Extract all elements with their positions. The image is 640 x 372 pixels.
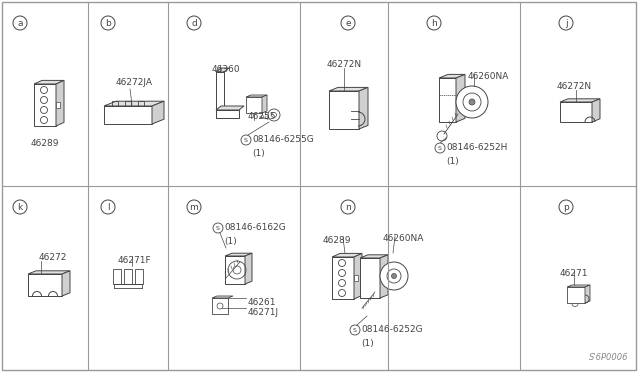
- Polygon shape: [567, 287, 585, 303]
- Polygon shape: [124, 269, 132, 284]
- Bar: [354, 275, 358, 281]
- Circle shape: [387, 269, 401, 283]
- Polygon shape: [225, 256, 245, 284]
- Text: 46271J: 46271J: [248, 308, 279, 317]
- Text: 08146-6252G: 08146-6252G: [361, 326, 422, 334]
- Bar: [56, 102, 60, 108]
- Text: (1): (1): [361, 339, 374, 348]
- Text: b: b: [105, 19, 111, 28]
- Polygon shape: [246, 97, 262, 113]
- Circle shape: [463, 93, 481, 111]
- Circle shape: [380, 262, 408, 290]
- Text: 46271F: 46271F: [117, 256, 151, 265]
- Polygon shape: [225, 253, 252, 256]
- Text: 46360: 46360: [212, 65, 241, 74]
- Polygon shape: [360, 258, 380, 298]
- Polygon shape: [246, 95, 267, 97]
- Text: n: n: [345, 202, 351, 212]
- Polygon shape: [216, 68, 229, 72]
- Text: h: h: [431, 19, 437, 28]
- Polygon shape: [28, 274, 62, 296]
- Polygon shape: [34, 80, 64, 84]
- Polygon shape: [104, 106, 152, 124]
- Text: 46261: 46261: [248, 298, 276, 307]
- Text: S: S: [438, 145, 442, 151]
- Text: 46272N: 46272N: [326, 60, 362, 69]
- Polygon shape: [360, 255, 388, 258]
- Text: j: j: [564, 19, 567, 28]
- Text: p: p: [563, 202, 569, 212]
- Polygon shape: [380, 255, 388, 298]
- Text: 08146-6162G: 08146-6162G: [224, 224, 285, 232]
- Polygon shape: [359, 87, 368, 129]
- Polygon shape: [216, 110, 239, 118]
- Text: (1): (1): [446, 157, 459, 166]
- Polygon shape: [262, 95, 267, 113]
- Text: S: S: [216, 225, 220, 231]
- Polygon shape: [456, 74, 465, 122]
- Polygon shape: [585, 285, 590, 303]
- Text: 46289: 46289: [323, 236, 351, 245]
- Text: d: d: [191, 19, 197, 28]
- Text: 08146-6255G: 08146-6255G: [252, 135, 314, 144]
- Text: l: l: [107, 202, 109, 212]
- Text: 46255: 46255: [248, 112, 276, 121]
- Text: 46289: 46289: [31, 139, 60, 148]
- Polygon shape: [212, 296, 233, 298]
- Polygon shape: [104, 101, 164, 106]
- Text: S: S: [244, 138, 248, 142]
- Polygon shape: [332, 257, 354, 299]
- Circle shape: [392, 273, 397, 279]
- Text: a: a: [17, 19, 23, 28]
- Text: m: m: [189, 202, 198, 212]
- Circle shape: [456, 86, 488, 118]
- Text: (1): (1): [224, 237, 237, 246]
- Polygon shape: [216, 106, 244, 110]
- Polygon shape: [354, 253, 362, 299]
- Circle shape: [469, 99, 475, 105]
- Text: e: e: [345, 19, 351, 28]
- Text: 46272JA: 46272JA: [115, 78, 152, 87]
- Polygon shape: [245, 253, 252, 284]
- Text: 46272: 46272: [39, 253, 67, 262]
- Polygon shape: [439, 74, 465, 78]
- Polygon shape: [113, 269, 121, 284]
- Polygon shape: [560, 102, 592, 122]
- Text: S: S: [353, 327, 357, 333]
- Polygon shape: [439, 78, 456, 122]
- Polygon shape: [135, 269, 143, 284]
- Text: 08146-6252H: 08146-6252H: [446, 144, 508, 153]
- Polygon shape: [329, 87, 368, 91]
- Polygon shape: [34, 84, 56, 126]
- Text: (1): (1): [252, 149, 265, 158]
- Polygon shape: [62, 271, 70, 296]
- Text: 46272N: 46272N: [556, 82, 591, 91]
- Polygon shape: [592, 99, 600, 122]
- Polygon shape: [329, 91, 359, 129]
- Polygon shape: [152, 101, 164, 124]
- Polygon shape: [212, 298, 228, 314]
- Polygon shape: [28, 271, 70, 274]
- Text: S'6P0006: S'6P0006: [589, 353, 628, 362]
- Text: 46271: 46271: [560, 269, 588, 278]
- Polygon shape: [216, 72, 224, 118]
- Polygon shape: [567, 285, 590, 287]
- Text: 46260NA: 46260NA: [468, 72, 509, 81]
- Text: k: k: [17, 202, 22, 212]
- Text: 46260NA: 46260NA: [383, 234, 424, 243]
- Polygon shape: [56, 80, 64, 126]
- Polygon shape: [332, 253, 362, 257]
- Polygon shape: [560, 99, 600, 102]
